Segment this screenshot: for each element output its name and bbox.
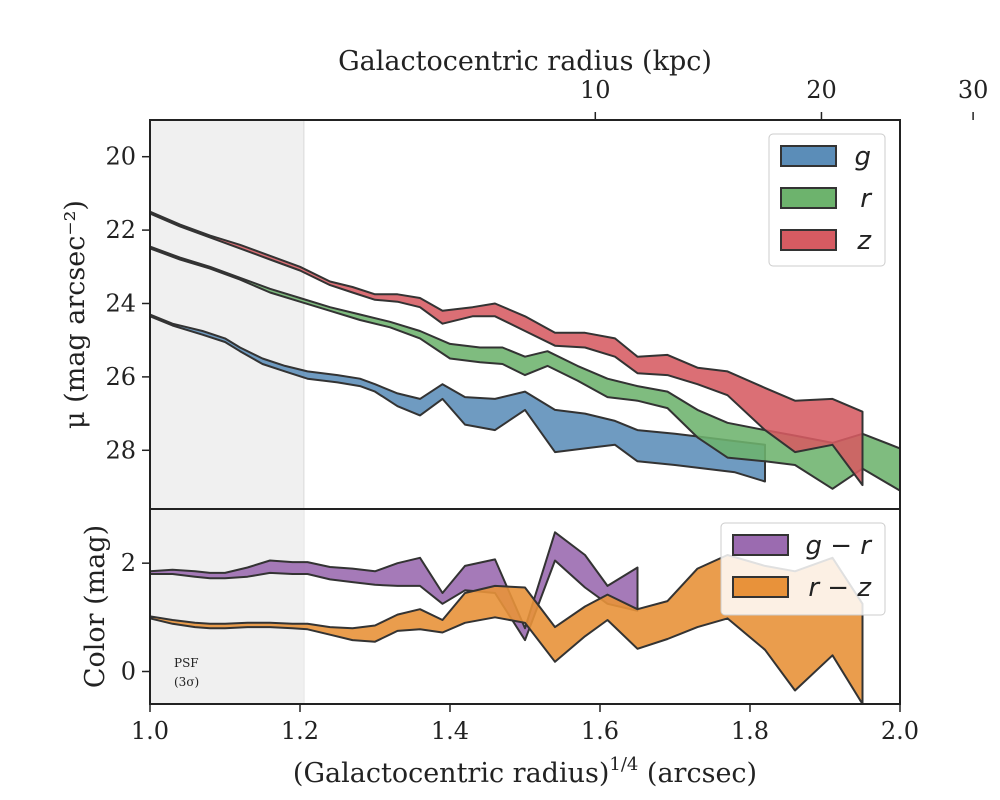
legend-label-r-minus-z: r − z xyxy=(808,573,872,603)
color-bands xyxy=(150,531,864,704)
x-axis-title-tail: (arcsec) xyxy=(638,758,757,789)
psf-annotation-line1: PSF xyxy=(174,656,199,670)
y-axis-title-color: Color (mag) xyxy=(80,525,111,688)
psf-region-top xyxy=(150,120,304,509)
y-tick-label: 24 xyxy=(105,289,136,317)
x-tick-label: 1.0 xyxy=(131,717,169,745)
legend-label-r: r xyxy=(860,184,873,214)
x-tick-label: 1.6 xyxy=(581,717,619,745)
psf-region-bottom xyxy=(150,509,304,704)
legend-swatch-g xyxy=(780,145,837,167)
x-axis-title-main: (Galactocentric radius) xyxy=(293,758,609,789)
y-tick-label: 28 xyxy=(105,436,136,464)
y-tick-label: 2 xyxy=(121,549,136,577)
top-x-tick-label: 20 xyxy=(806,76,837,104)
x-tick-label: 2.0 xyxy=(881,717,919,745)
y-tick-label: 22 xyxy=(105,216,136,244)
y-tick-label: 20 xyxy=(105,143,136,171)
legend-label-g-minus-r: g − r xyxy=(805,531,873,561)
x-axis-title-sup: 1/4 xyxy=(609,754,638,775)
band-r xyxy=(150,245,900,492)
x-tick-label: 1.8 xyxy=(731,717,769,745)
psf-annotation-line2: (3σ) xyxy=(174,675,199,689)
legend-swatch-r-minus-z xyxy=(732,576,789,598)
legend-top: grz xyxy=(768,133,886,267)
band-r-minus-z xyxy=(150,554,864,704)
color-panel: 0 2 1.0 1.2 1.4 1.6 1.8 2.0 (Galactocentric radi… xyxy=(80,508,919,789)
y-axis-title-surface-brightness: μ (mag arcsec⁻²) xyxy=(60,200,91,429)
x-tick-label: 1.2 xyxy=(281,717,319,745)
band-g xyxy=(150,313,766,483)
top-x-tick-label: 10 xyxy=(580,76,611,104)
band-z xyxy=(150,210,864,487)
legend-label-z: z xyxy=(856,226,872,256)
x-axis-title: (Galactocentric radius)1/4 (arcsec) xyxy=(293,754,757,789)
x-tick-label: 1.4 xyxy=(431,717,469,745)
y-tick-label: 26 xyxy=(105,363,136,391)
surface-brightness-panel: 20222426281020305075Galactocentric radiu… xyxy=(60,46,989,704)
top-x-axis-title: Galactocentric radius (kpc) xyxy=(338,46,712,77)
y-tick-label: 0 xyxy=(121,658,136,686)
bottom-panel-frame xyxy=(149,508,901,705)
legend-swatch-z xyxy=(780,229,837,251)
surface-brightness-bands xyxy=(150,210,900,492)
legend-label-g: g xyxy=(854,142,871,172)
legend-swatch-g-minus-r xyxy=(732,534,789,556)
legend-bottom: g − r r − z xyxy=(720,522,886,616)
top-x-tick-label: 30 xyxy=(958,76,989,104)
legend-swatch-r xyxy=(780,187,837,209)
